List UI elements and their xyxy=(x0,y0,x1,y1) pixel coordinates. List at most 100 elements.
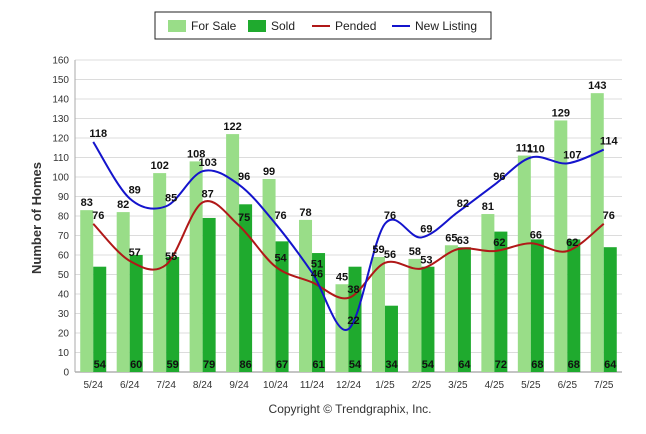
data-label: 68 xyxy=(568,359,580,371)
data-label: 143 xyxy=(588,80,606,92)
y-tick-label: 150 xyxy=(52,75,69,86)
y-tick-label: 120 xyxy=(52,134,69,145)
data-label: 38 xyxy=(347,284,359,296)
legend-label: New Listing xyxy=(415,19,477,33)
y-tick-label: 80 xyxy=(58,212,70,223)
data-label: 65 xyxy=(445,232,457,244)
data-label: 89 xyxy=(129,184,141,196)
x-tick-label: 6/25 xyxy=(558,380,578,391)
bar-for-sale xyxy=(116,212,130,372)
data-label: 60 xyxy=(130,359,142,371)
y-tick-label: 140 xyxy=(52,95,69,106)
legend-swatch xyxy=(168,20,186,32)
data-label: 72 xyxy=(495,359,507,371)
y-tick-label: 160 xyxy=(52,56,69,67)
data-label: 96 xyxy=(238,171,250,183)
x-tick-label: 8/24 xyxy=(193,380,213,391)
bar-for-sale xyxy=(371,256,385,372)
y-tick-label: 100 xyxy=(52,173,69,184)
data-label: 102 xyxy=(150,160,168,172)
y-tick-label: 50 xyxy=(58,270,70,281)
bar-for-sale xyxy=(226,134,240,372)
x-tick-label: 7/25 xyxy=(594,380,614,391)
data-label: 56 xyxy=(384,249,396,261)
bar-for-sale xyxy=(80,210,94,372)
x-tick-label: 2/25 xyxy=(412,380,432,391)
x-tick-label: 5/24 xyxy=(83,380,103,391)
line-new-listing xyxy=(92,141,605,331)
data-label: 34 xyxy=(385,359,398,371)
bar-sold xyxy=(457,247,471,372)
data-label: 67 xyxy=(276,359,288,371)
bar-sold xyxy=(603,247,617,372)
data-label: 78 xyxy=(299,207,311,219)
data-label: 76 xyxy=(274,210,286,222)
data-label: 62 xyxy=(493,237,505,249)
data-label: 54 xyxy=(422,359,435,371)
y-tick-label: 30 xyxy=(58,309,70,320)
data-label: 76 xyxy=(92,210,104,222)
bar-sold xyxy=(129,255,143,372)
data-label: 85 xyxy=(165,192,177,204)
bar-for-sale xyxy=(554,120,568,372)
data-label: 46 xyxy=(311,268,323,280)
x-tick-label: 1/25 xyxy=(375,380,395,391)
data-label: 59 xyxy=(167,359,179,371)
copyright-footer: Copyright © Trendgraphix, Inc. xyxy=(269,402,432,416)
data-label: 129 xyxy=(552,107,570,119)
bar-sold xyxy=(567,239,581,372)
bar-sold xyxy=(494,231,508,372)
data-label: 54 xyxy=(349,359,362,371)
data-label: 87 xyxy=(202,188,214,200)
data-label: 57 xyxy=(129,247,141,259)
y-tick-label: 40 xyxy=(58,290,70,301)
bar-sold xyxy=(384,305,398,372)
data-label: 45 xyxy=(336,271,348,283)
x-tick-label: 11/24 xyxy=(300,380,325,391)
data-label: 76 xyxy=(603,210,615,222)
data-label: 63 xyxy=(457,235,469,247)
bar-for-sale xyxy=(262,178,276,372)
data-label: 118 xyxy=(89,128,107,140)
y-tick-labels: 0 10 20 30 40 50 60 70 80 90 100 110 120 130 140 150 160 xyxy=(52,56,69,379)
y-tick-label: 0 xyxy=(63,368,69,379)
y-tick-label: 130 xyxy=(52,114,69,125)
bar-sold xyxy=(239,204,253,372)
data-label: 68 xyxy=(531,359,543,371)
legend-swatch xyxy=(248,20,266,32)
data-label: 110 xyxy=(527,144,545,156)
data-label: 54 xyxy=(274,253,287,265)
bar-for-sale xyxy=(481,214,495,372)
data-label: 66 xyxy=(530,229,542,241)
y-tick-label: 10 xyxy=(58,348,70,359)
series-lines xyxy=(92,141,605,331)
bar-sold xyxy=(93,266,107,372)
x-tick-label: 6/24 xyxy=(120,380,140,391)
legend: For Sale Sold Pended New Listing xyxy=(168,19,477,33)
y-tick-label: 110 xyxy=(53,153,69,164)
line-pended xyxy=(92,200,605,300)
data-label: 55 xyxy=(165,251,177,263)
data-label: 86 xyxy=(239,359,251,371)
legend-label: Pended xyxy=(335,19,376,33)
data-label: 114 xyxy=(600,136,619,148)
data-label: 54 xyxy=(94,359,107,371)
y-tick-label: 20 xyxy=(58,329,70,340)
data-label: 59 xyxy=(372,244,384,256)
bar-sold xyxy=(166,256,180,372)
data-labels: 83 82 102 108 122 99 78 45 59 58 65 81 111 129 143 54 60… xyxy=(81,80,619,371)
data-label: 83 xyxy=(81,197,93,209)
x-tick-labels: 5/24 6/24 7/24 8/24 9/24 10/24 11/24 12/24 1/25 2… xyxy=(83,380,613,391)
x-tick-label: 7/24 xyxy=(156,380,176,391)
bar-sold xyxy=(275,241,289,372)
data-label: 22 xyxy=(347,315,359,327)
bar-for-sale xyxy=(299,219,313,372)
data-label: 75 xyxy=(238,212,250,224)
data-label: 99 xyxy=(263,166,275,178)
y-tick-label: 90 xyxy=(58,192,70,203)
data-label: 103 xyxy=(198,157,216,169)
data-label: 53 xyxy=(420,255,432,267)
bar-sold xyxy=(530,239,544,372)
